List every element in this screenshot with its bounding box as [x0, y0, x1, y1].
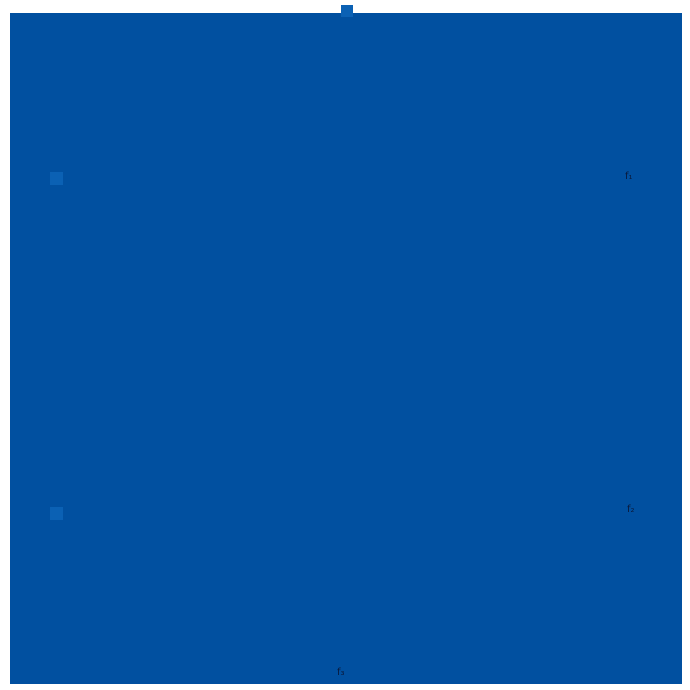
marker-square-top — [341, 5, 353, 17]
label-f2: f₂ — [627, 504, 635, 515]
marker-square-left-lower — [50, 507, 63, 520]
marker-square-left-upper — [50, 172, 63, 185]
label-f1: f₁ — [625, 171, 633, 182]
blue-field — [10, 13, 682, 684]
label-f3: f₃ — [337, 667, 345, 678]
